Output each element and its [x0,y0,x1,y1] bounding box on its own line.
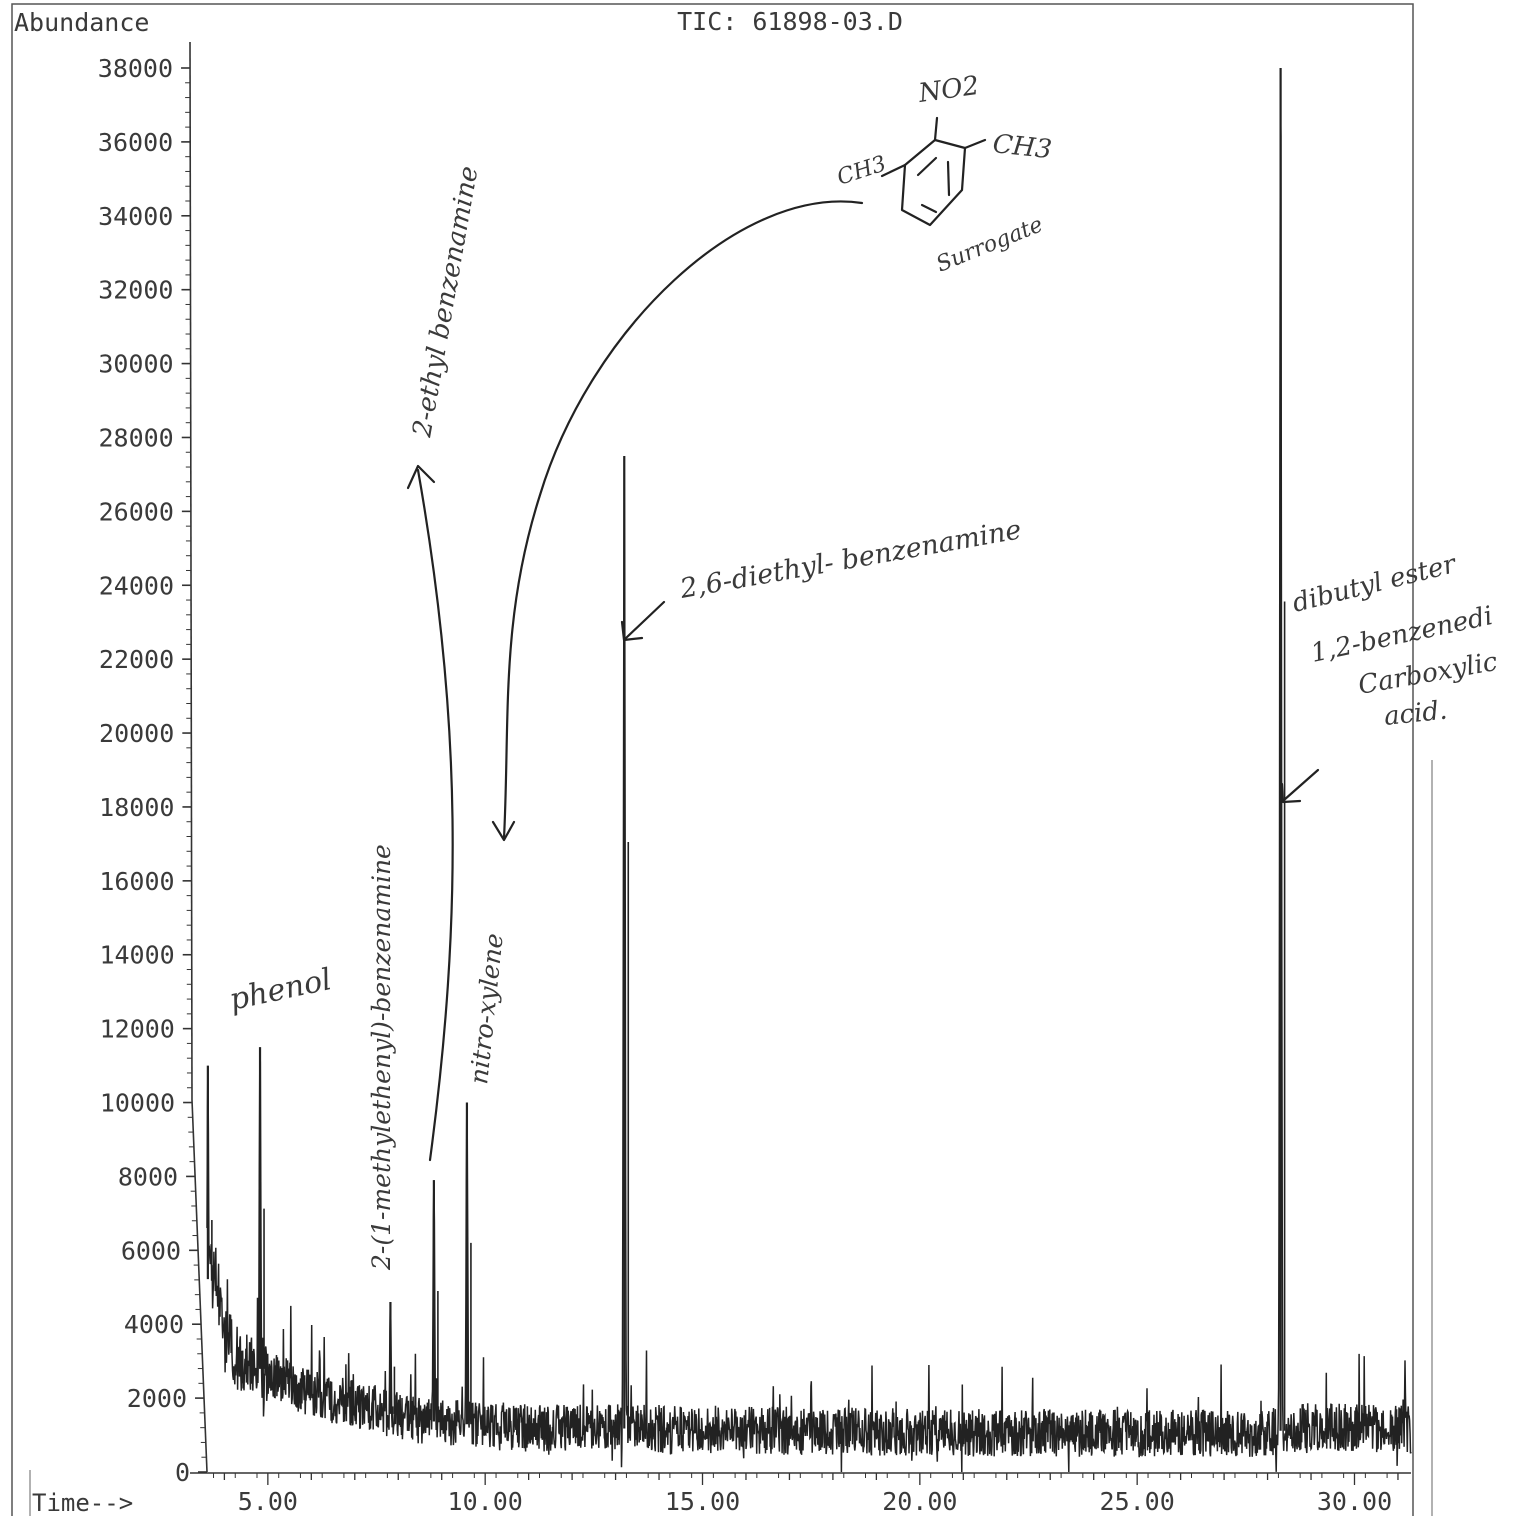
y-tick-label: 4000 [124,1310,184,1339]
y-tick-label: 22000 [99,645,174,674]
arrow-curve-surrogate [502,200,864,840]
x-tick-label: 5.00 [238,1487,298,1516]
x-tick-label: 10.00 [448,1487,523,1516]
y-tick-label: 18000 [99,793,174,822]
x-tick-label: 25.00 [1100,1487,1175,1516]
y-tick-label: 32000 [98,276,173,305]
y-tick-label: 26000 [99,497,174,526]
benzene-substituent-bonds [880,116,987,178]
arrow-dibutyl-ester [1282,768,1320,802]
arrow-head-diethyl-benzenamine [620,620,644,642]
tic-trace-line [206,101,1412,1473]
y-tick-label: 36000 [98,128,173,157]
y-tick-label: 16000 [99,867,174,896]
y-tick-label: 30000 [98,350,173,379]
y-axis-label: Abundance [14,8,149,37]
x-axis-label: Time--> [32,1489,133,1516]
y-tick-label: 0 [175,1458,190,1487]
arrow-head-ethyl-benzenamine [406,464,436,490]
y-tick-label: 12000 [100,1015,175,1044]
arrow-head-dibutyl-ester [1280,782,1302,804]
arrow-curve-ethyl-benzenamine [416,468,454,1162]
x-tick-label: 15.00 [665,1487,740,1516]
annotation-methylethenyl-benzenamine: 2-(1-methylethenyl)-benzenamine [367,844,396,1271]
arrow-head-surrogate [491,820,516,842]
y-axis-line [189,41,193,1101]
y-tick-label: 28000 [98,423,173,452]
page-frame [11,3,1414,1516]
annotation-acid: acid. [1383,696,1449,732]
y-tick-label: 8000 [118,1162,178,1191]
arrow-diethyl-benzenamine [624,600,666,640]
structure-ch3-label-right: CH3 [991,129,1053,165]
x-tick-label: 30.00 [1317,1487,1392,1516]
y-tick-label: 34000 [98,202,173,231]
chromatogram-trace [206,68,1412,1473]
y-tick-label: 24000 [99,571,174,600]
y-tick-label: 6000 [121,1236,181,1265]
y-axis-line-lower [191,1099,208,1473]
y-tick-label: 14000 [99,941,174,970]
axes: 0 2000 4000 6000 8000 10000 12000 14000 16000 180… [98,41,1411,1516]
y-tick-label: 38000 [98,54,173,83]
y-tick-label: 2000 [127,1384,187,1413]
x-tick-label: 20.00 [882,1487,957,1516]
y-tick-label: 20000 [99,719,174,748]
y-tick-label: 10000 [100,1089,175,1118]
chart-title: TIC: 61898-03.D [677,7,903,36]
benzene-inner-bonds [916,156,951,214]
